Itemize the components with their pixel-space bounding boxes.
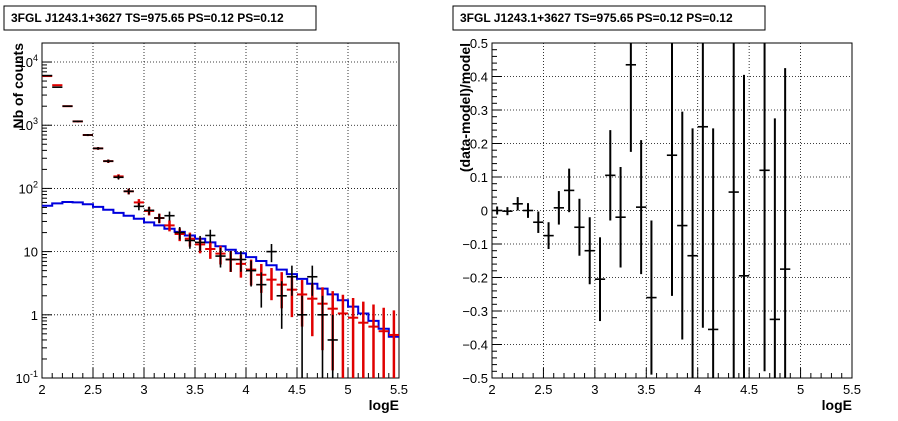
y-tick-label: 0.4 — [470, 70, 488, 85]
x-tick-label: 5.5 — [390, 382, 408, 397]
x-tick-label: 4.5 — [740, 382, 758, 397]
x-tick-label: 3.5 — [637, 382, 655, 397]
right-y-axis-label: (data-model)/model — [457, 43, 473, 172]
left-data-points — [42, 74, 338, 378]
x-tick-label: 2.5 — [534, 382, 552, 397]
x-tick-label: 4 — [694, 382, 701, 397]
y-tick-label: 10-1 — [16, 369, 38, 386]
x-tick-label: 5.5 — [843, 382, 861, 397]
x-tick-label: 3.5 — [186, 382, 204, 397]
right-y-ticks: −0.5 −0.4 −0.3 −0.2 −0.1 0 0.1 0.2 0.3 0.4 0.5 — [462, 36, 502, 386]
left-title-box — [3, 5, 317, 31]
y-tick-label: 0.5 — [470, 36, 488, 51]
y-tick-label: 102 — [19, 179, 38, 196]
x-tick-label: 2.5 — [84, 382, 102, 397]
left-title: 3FGL J1243.1+3627 TS=975.65 PS=0.12 PS=0… — [11, 11, 284, 25]
left-plot-frame — [41, 42, 400, 379]
left-x-axis-label: logE — [369, 397, 399, 413]
x-tick-label: 5 — [344, 382, 351, 397]
right-title-box — [452, 5, 766, 31]
y-tick-label: 0.1 — [470, 170, 488, 185]
x-tick-label: 3 — [140, 382, 147, 397]
left-x-ticks: 2 2.5 3 3.5 4 4.5 5 5.5 — [38, 368, 408, 397]
left-y-axis-label: Nb of counts — [10, 43, 26, 129]
y-tick-label: −0.5 — [462, 371, 488, 386]
x-tick-label: 2 — [488, 382, 495, 397]
right-title: 3FGL J1243.1+3627 TS=975.65 PS=0.12 PS=0… — [460, 11, 733, 25]
x-tick-label: 2 — [38, 382, 45, 397]
right-plot: 2 2.5 3 3.5 4 4.5 5 5.5 −0.5 −0.4 −0.3 −0.2 −0.1 0 0.… — [452, 5, 861, 413]
y-tick-label: −0.4 — [462, 338, 488, 353]
y-tick-label: 1 — [31, 308, 38, 323]
right-x-ticks: 2 2.5 3 3.5 4 4.5 5 5.5 — [488, 368, 861, 397]
y-tick-label: −0.1 — [462, 237, 488, 252]
right-residual-points — [492, 43, 791, 378]
x-tick-label: 4.5 — [288, 382, 306, 397]
right-x-axis-label: logE — [822, 397, 852, 413]
y-tick-label: 0.2 — [470, 137, 488, 152]
x-tick-label: 3 — [591, 382, 598, 397]
left-grid — [42, 43, 399, 378]
y-tick-label: 10 — [24, 245, 38, 260]
y-tick-label: 0.3 — [470, 103, 488, 118]
y-tick-label: −0.2 — [462, 271, 488, 286]
x-tick-label: 5 — [797, 382, 804, 397]
y-tick-label: −0.3 — [462, 304, 488, 319]
y-tick-label: 0 — [481, 204, 488, 219]
x-tick-label: 4 — [242, 382, 249, 397]
